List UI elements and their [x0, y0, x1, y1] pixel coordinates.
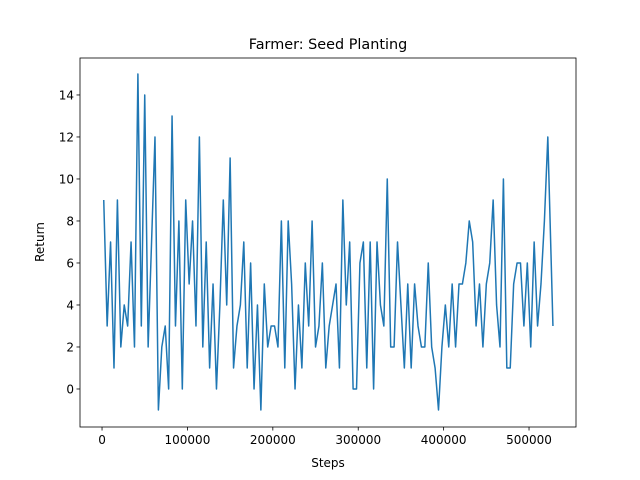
x-tick-label: 0 — [98, 433, 106, 447]
data-line — [102, 73, 554, 411]
x-tick-label: 100000 — [165, 433, 211, 447]
y-tick-label: 10 — [59, 172, 74, 186]
y-tick-label: 14 — [59, 88, 74, 102]
y-tick-label: 0 — [66, 382, 74, 396]
x-tick-label: 400000 — [421, 433, 467, 447]
chart-title: Farmer: Seed Planting — [249, 37, 407, 53]
y-tick-label: 8 — [66, 214, 74, 228]
y-tick-label: 2 — [66, 340, 74, 354]
x-tick-label: 300000 — [335, 433, 381, 447]
y-tick-label: 6 — [66, 256, 74, 270]
y-axis-label: Return — [33, 222, 47, 262]
plot-frame — [79, 57, 577, 428]
x-tick-label: 500000 — [506, 433, 552, 447]
y-tick-label: 4 — [66, 298, 74, 312]
y-tick-label: 12 — [59, 130, 74, 144]
x-tick-label: 200000 — [250, 433, 296, 447]
x-axis-label: Steps — [311, 456, 345, 470]
